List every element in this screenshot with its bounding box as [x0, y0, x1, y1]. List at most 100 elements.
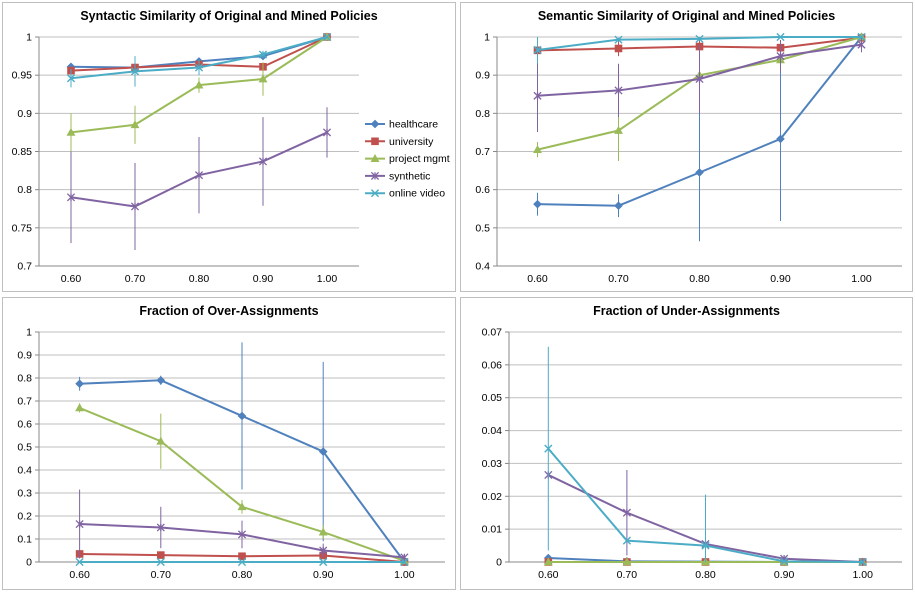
legend-item: online video	[365, 188, 445, 200]
point-online-video	[370, 189, 380, 198]
chart-syntactic-similarity: Syntactic Similarity of Original and Min…	[2, 2, 456, 292]
legend-item: project mgmt	[365, 153, 450, 165]
point-healthcare	[237, 411, 247, 421]
legend-label: synthetic	[389, 170, 430, 182]
x-tick-label: 0.60	[538, 569, 559, 581]
x-tick-label: 0.60	[69, 569, 90, 581]
point-synthetic	[319, 546, 328, 555]
y-tick-label: 0.05	[482, 392, 503, 404]
point-university	[157, 551, 165, 559]
y-tick-label: 0.4	[475, 261, 490, 273]
x-tick-label: 1.00	[852, 569, 873, 581]
point-online-video	[156, 557, 165, 567]
point-healthcare	[533, 199, 542, 209]
chart-over-assignments: Fraction of Over-Assignments 0 0.1 0.2 0.3 0.…	[2, 297, 456, 590]
point-project-mgmt	[237, 502, 247, 511]
point-online-video	[66, 74, 76, 83]
legend-label: project mgmt	[389, 153, 450, 165]
y-tick-label: 1	[26, 327, 32, 339]
point-synthetic	[258, 157, 268, 166]
point-online-video	[258, 50, 268, 59]
y-tick-label: 0.07	[482, 327, 503, 339]
point-healthcare	[776, 134, 785, 144]
legend-item: healthcare	[365, 119, 438, 131]
x-tick-label: 0.70	[151, 569, 172, 581]
point-project-mgmt	[130, 120, 140, 129]
point-healthcare	[370, 119, 380, 129]
y-tick-label: 1	[26, 32, 32, 44]
point-online-video	[857, 32, 866, 42]
y-tick-label: 0.1	[17, 534, 32, 546]
x-tick-label: 0.90	[253, 273, 274, 285]
chart-svg: Fraction of Under-Assignments 0 0.01 0.02 0.…	[482, 304, 902, 581]
x-tick-label: 0.60	[61, 273, 82, 285]
chart-title: Fraction of Over-Assignments	[139, 304, 318, 318]
point-synthetic	[695, 74, 704, 84]
y-tick-label: 0.7	[17, 396, 32, 408]
point-healthcare	[614, 201, 623, 211]
point-project-mgmt	[318, 527, 328, 536]
y-tick-label: 0.9	[17, 108, 32, 120]
point-healthcare	[318, 447, 328, 456]
series-healthcare	[75, 342, 409, 567]
series-synthetic	[75, 489, 409, 562]
y-tick-label: 0.7	[475, 146, 490, 158]
y-tick-label: 0.2	[17, 511, 32, 523]
point-online-video	[701, 541, 710, 550]
chart-semantic-similarity: Semantic Similarity of Original and Mine…	[460, 2, 913, 292]
legend-label: healthcare	[389, 119, 438, 131]
x-tick-label: 0.80	[695, 569, 716, 581]
y-tick-label: 0	[26, 557, 32, 569]
point-project-mgmt	[156, 436, 166, 445]
x-tick-label: 0.80	[689, 273, 710, 285]
point-synthetic	[622, 508, 631, 517]
point-project-mgmt	[533, 144, 542, 153]
chart-svg: Semantic Similarity of Original and Mine…	[475, 9, 902, 285]
point-synthetic	[776, 52, 785, 61]
point-synthetic	[322, 128, 332, 137]
y-tick-label: 0.02	[482, 491, 503, 503]
point-online-video	[858, 557, 867, 567]
point-project-mgmt	[543, 557, 553, 566]
point-online-video	[319, 557, 328, 567]
point-project-mgmt	[66, 127, 76, 136]
x-tick-label: 0.60	[527, 273, 548, 285]
point-online-video	[776, 32, 785, 42]
point-synthetic	[370, 171, 380, 180]
x-tick-label: 0.90	[770, 273, 791, 285]
point-online-video	[75, 557, 84, 567]
y-tick-label: 0.8	[475, 108, 490, 120]
legend-item: university	[365, 136, 434, 148]
y-tick-label: 0.6	[17, 419, 32, 431]
point-synthetic	[533, 91, 542, 100]
y-tick-label: 0.3	[17, 488, 32, 500]
x-tick-label: 0.90	[313, 569, 334, 581]
point-synthetic	[75, 519, 84, 529]
chart-svg: Fraction of Over-Assignments 0 0.1 0.2 0.3 0.…	[17, 304, 445, 581]
y-tick-label: 0.9	[475, 70, 490, 82]
series-online-video	[66, 32, 332, 88]
point-synthetic	[237, 530, 247, 539]
point-synthetic	[194, 171, 204, 180]
x-tick-label: 1.00	[851, 273, 872, 285]
point-synthetic	[857, 40, 866, 49]
y-tick-label: 1	[484, 32, 490, 44]
x-tick-label: 1.00	[317, 273, 338, 285]
series-online-video	[544, 346, 867, 567]
series-online-video	[533, 32, 866, 64]
y-tick-label: 0.85	[12, 146, 33, 158]
chart-title: Syntactic Similarity of Original and Min…	[80, 9, 377, 23]
legend-label: online video	[389, 188, 445, 200]
point-online-video	[614, 35, 623, 44]
y-tick-label: 0.06	[482, 359, 503, 371]
x-tick-label: 0.80	[232, 569, 253, 581]
point-online-video	[780, 557, 789, 566]
y-tick-label: 0.8	[17, 373, 32, 385]
chart-svg: Syntactic Similarity of Original and Min…	[12, 9, 450, 285]
series-synthetic	[66, 107, 332, 250]
y-tick-label: 0.75	[12, 222, 33, 234]
point-synthetic	[156, 523, 165, 532]
chart-title: Semantic Similarity of Original and Mine…	[538, 9, 835, 23]
point-synthetic	[66, 193, 76, 202]
y-tick-label: 0.6	[475, 184, 490, 196]
